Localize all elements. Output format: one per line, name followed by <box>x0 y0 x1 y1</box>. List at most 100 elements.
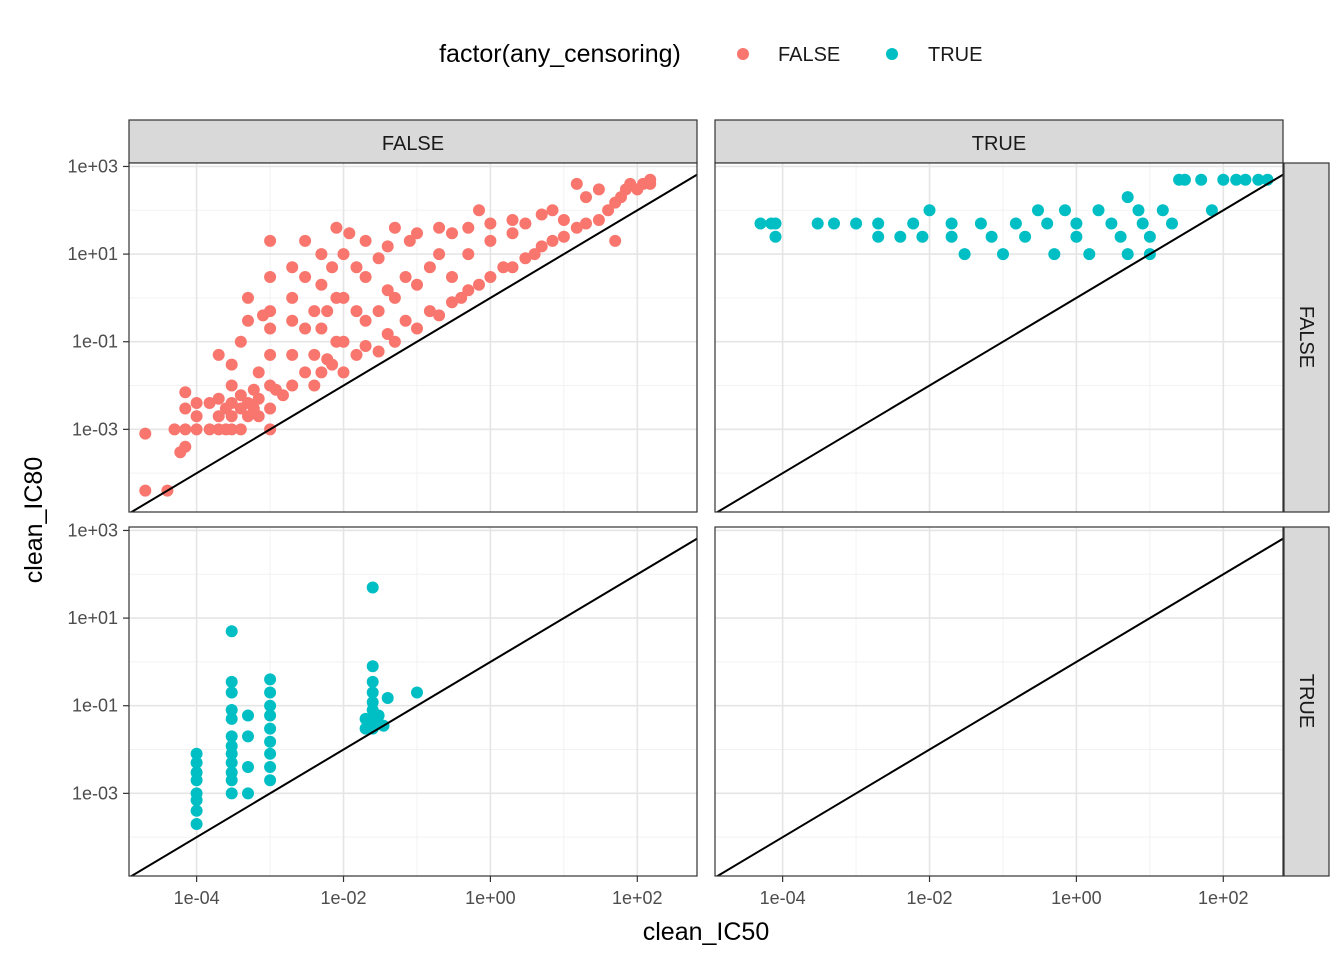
data-point <box>343 227 356 240</box>
data-point <box>366 686 379 699</box>
data-point <box>907 217 920 230</box>
data-point <box>1178 173 1191 186</box>
data-point <box>359 271 372 283</box>
legend-label-true: TRUE <box>928 44 982 66</box>
data-point <box>1114 230 1127 243</box>
data-point <box>433 221 446 234</box>
y-tick-label: 1e+03 <box>67 156 118 176</box>
data-point <box>212 410 225 423</box>
data-point <box>242 291 254 304</box>
data-point <box>225 397 238 409</box>
data-point <box>321 305 334 318</box>
data-point <box>1252 173 1265 186</box>
data-point <box>1132 204 1145 217</box>
data-point <box>519 217 532 230</box>
data-point <box>1166 217 1178 230</box>
data-point <box>299 322 312 335</box>
data-point <box>225 410 238 423</box>
panel-content <box>715 163 1283 512</box>
data-point <box>326 358 339 371</box>
data-point <box>388 291 401 304</box>
y-axis-title: clean_IC80 <box>20 457 48 583</box>
data-point <box>497 261 510 274</box>
data-point <box>411 686 423 699</box>
data-point <box>473 204 485 217</box>
data-point <box>299 271 312 283</box>
y-tick-label: 1e+01 <box>67 608 118 628</box>
data-point <box>366 696 379 709</box>
data-point <box>1019 230 1032 243</box>
data-point <box>769 217 782 230</box>
data-point <box>1083 248 1096 261</box>
panel-background <box>715 527 1283 876</box>
panel-background <box>715 163 1283 512</box>
reference-line <box>129 173 697 512</box>
data-point <box>828 217 840 230</box>
data-point <box>315 322 328 335</box>
data-point <box>546 234 559 247</box>
data-point <box>225 686 238 699</box>
data-point <box>286 314 299 327</box>
data-point <box>1070 217 1083 230</box>
data-point <box>535 208 548 221</box>
data-point <box>350 261 363 274</box>
data-point <box>337 291 350 304</box>
data-point <box>234 389 247 402</box>
data-point <box>264 305 277 318</box>
data-point <box>350 305 363 318</box>
data-point <box>546 204 559 217</box>
data-point <box>308 348 321 361</box>
data-point <box>225 756 238 769</box>
data-point <box>403 234 416 247</box>
axes: 1e-03 1e-01 1e+01 1e+03 1e-03 1e-01 1e+01 1e+03… <box>67 156 1248 908</box>
legend-title: factor(any_censoring) <box>439 40 681 68</box>
y-tick-label: 1e-01 <box>72 696 118 716</box>
panel-true-false <box>714 162 1284 513</box>
data-point <box>139 427 152 440</box>
data-point <box>592 214 605 226</box>
data-point <box>462 284 475 297</box>
data-point <box>242 787 254 800</box>
data-point <box>359 314 372 327</box>
data-point <box>381 328 394 340</box>
legend-label-false: FALSE <box>778 44 840 66</box>
x-axis-title: clean_IC50 <box>643 918 769 946</box>
panel-true-true <box>714 526 1284 877</box>
data-point <box>315 366 328 379</box>
data-point <box>974 217 987 230</box>
panel-background <box>129 527 697 876</box>
y-tick-label: 1e+03 <box>67 520 118 540</box>
data-point <box>337 335 350 348</box>
data-point <box>580 217 592 230</box>
data-point <box>399 314 412 327</box>
data-point <box>168 423 181 436</box>
data-point <box>1009 217 1022 230</box>
data-point <box>433 309 446 322</box>
panel-content <box>129 527 697 876</box>
facet-strips: FALSE TRUE FALSE TRUE <box>128 119 1330 877</box>
data-point <box>997 248 1009 261</box>
data-point <box>473 278 485 291</box>
data-point <box>308 379 321 392</box>
data-point <box>264 699 277 712</box>
data-point <box>366 660 379 673</box>
data-point <box>225 740 238 753</box>
data-point <box>225 766 238 779</box>
data-point <box>528 248 541 261</box>
data-point <box>1059 204 1071 217</box>
legend: factor(any_censoring) FALSE TRUE <box>439 40 982 68</box>
data-point <box>242 730 254 743</box>
x-tick-label: 1e-02 <box>320 888 366 908</box>
data-point <box>916 230 929 243</box>
data-point <box>769 230 782 243</box>
data-point <box>570 177 583 190</box>
data-point <box>506 261 519 274</box>
data-point <box>264 402 277 415</box>
data-point <box>337 248 350 261</box>
data-point <box>1032 204 1044 217</box>
reference-line <box>129 537 697 876</box>
data-point <box>1195 173 1208 186</box>
data-point <box>190 787 203 800</box>
data-point <box>872 230 885 243</box>
